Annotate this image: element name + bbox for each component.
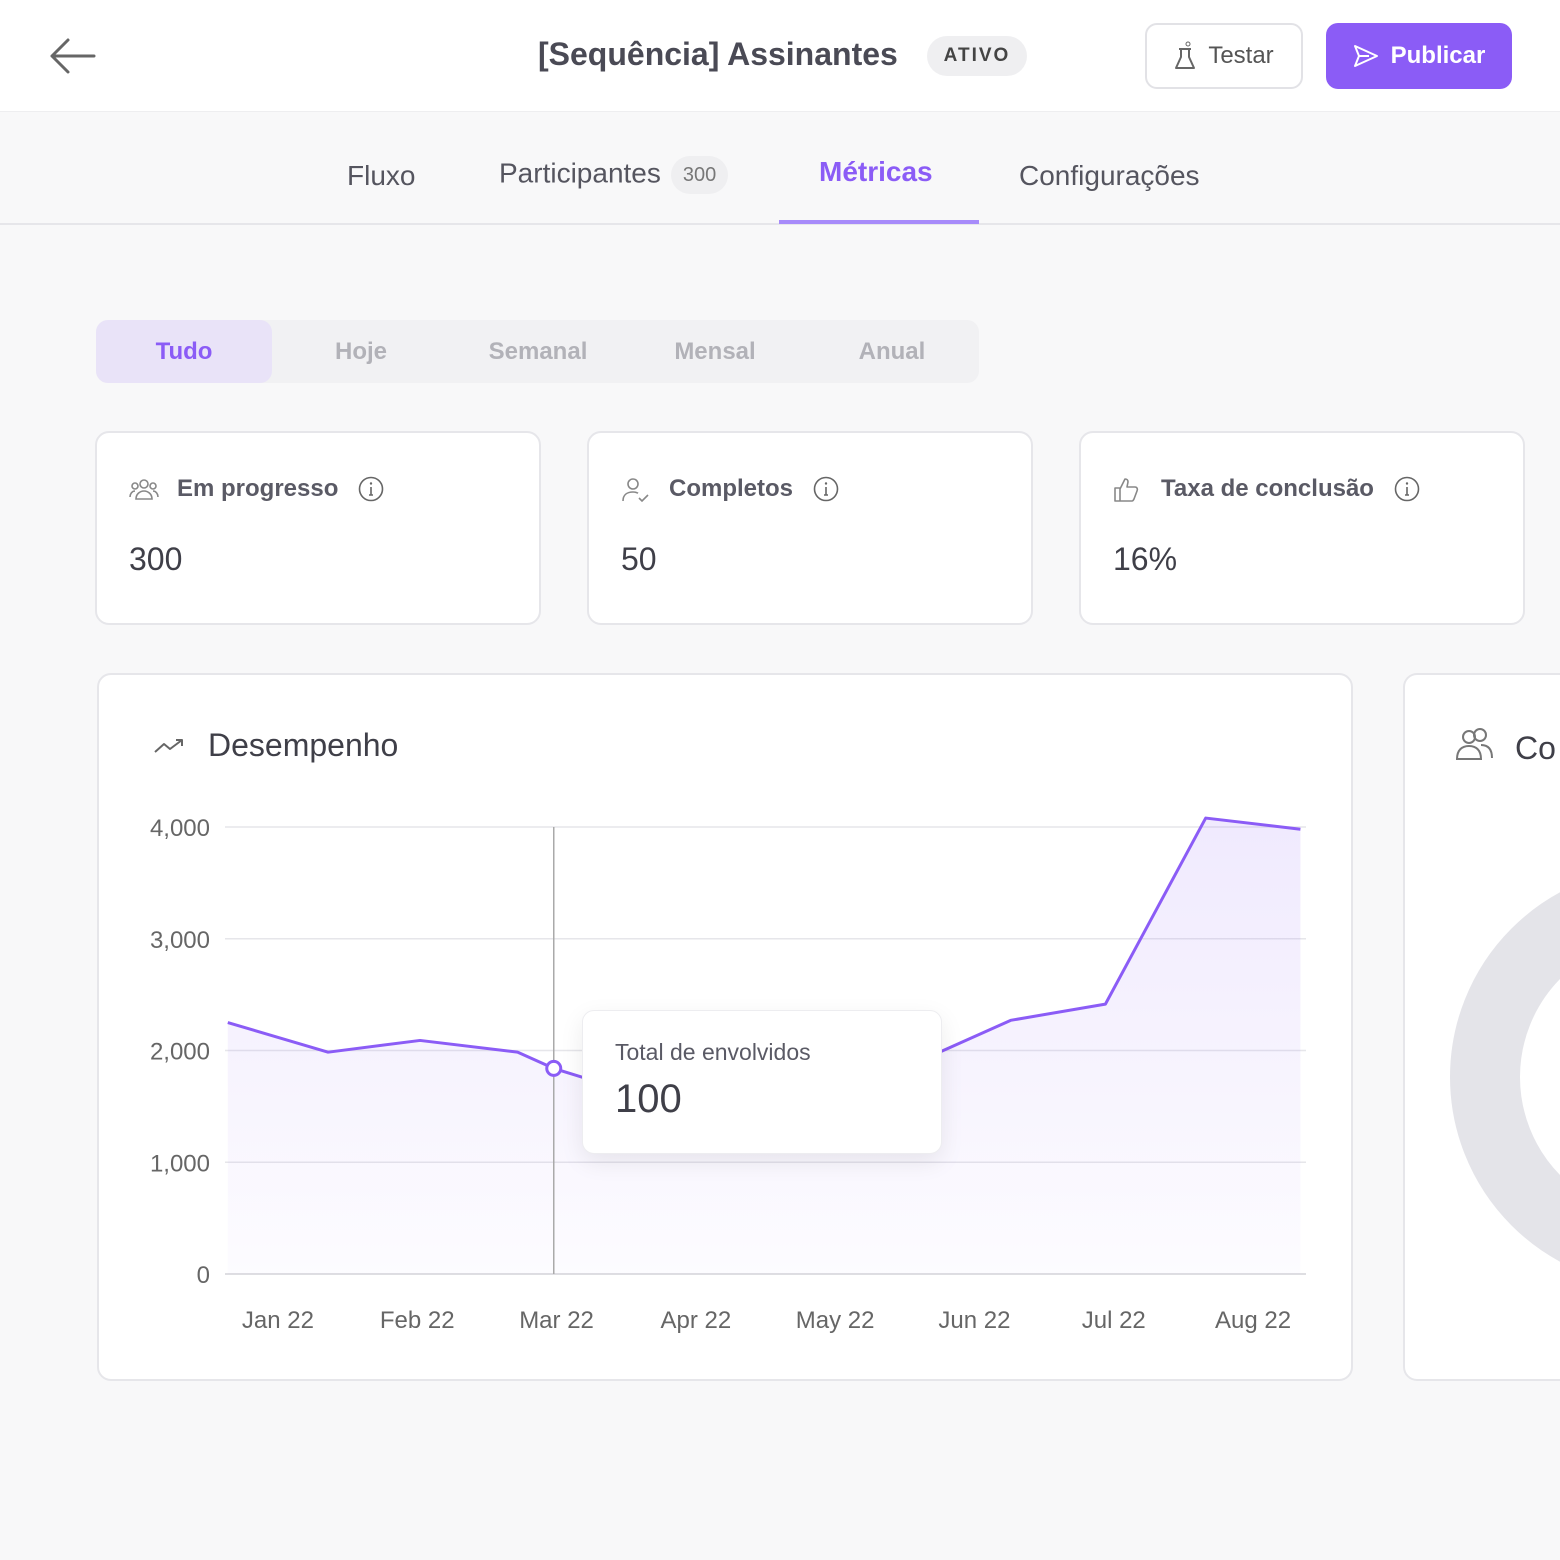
page-title: [Sequência] Assinantes (538, 36, 898, 72)
chart-title: Desempenho (208, 727, 398, 763)
send-icon (1353, 45, 1378, 67)
info-icon[interactable] (813, 476, 839, 502)
status-badge: ATIVO (927, 36, 1027, 76)
user-check-icon (622, 478, 649, 503)
group-icon (1455, 728, 1493, 760)
tab-active[interactable]: Métricas (819, 156, 933, 187)
group-icon (129, 479, 159, 500)
tooltip: Total de envolvidos 100 (582, 1010, 942, 1154)
x-tick-label: Jun 22 (938, 1307, 1010, 1334)
x-tick-label: Mar 22 (519, 1307, 594, 1334)
info-icon[interactable] (1394, 476, 1420, 502)
x-tick-label: Jul 22 (1082, 1307, 1146, 1334)
tab-underline (779, 220, 979, 224)
tab-count: 300 (670, 156, 729, 194)
stat-label-row: Completos (669, 475, 839, 503)
area (227, 818, 1301, 1274)
filter-option[interactable]: Tudo (96, 320, 272, 383)
filter-option[interactable]: Hoje (334, 338, 387, 365)
header: [Sequência] Assinantes ATIVO Testar Publ… (0, 0, 1560, 112)
tooltip-label: Total de envolvidos (615, 1039, 811, 1065)
y-tick-label: 0 (197, 1262, 210, 1289)
test-button[interactable]: Testar (1145, 23, 1303, 89)
test-label: Testar (1208, 42, 1274, 69)
y-tick-label: 4,000 (150, 815, 210, 842)
side-title: Co (1515, 730, 1556, 766)
tab[interactable]: Participantes 300 (499, 156, 729, 194)
tabs: Fluxo Participantes 300 Métricas Configur… (0, 112, 1560, 225)
stat-value: 16% (1113, 541, 1178, 577)
publish-button[interactable]: Publicar (1326, 23, 1512, 89)
info-icon[interactable] (358, 476, 384, 502)
plot: Desempenho 0 1,000 2,000 3,000 4,000 Jan 22 Fe… (150, 727, 1306, 1334)
filter-option[interactable]: Semanal (488, 338, 588, 365)
stat-card: Completos 50 (587, 431, 1033, 625)
trend-icon (154, 739, 183, 753)
stat-value: 300 (129, 541, 183, 577)
y-tick-label: 2,000 (150, 1039, 210, 1066)
back-button[interactable] (48, 36, 96, 76)
donut-ring (1450, 892, 1560, 1262)
stat-card: Em progresso 300 (95, 431, 541, 625)
x-tick-label: Apr 22 (660, 1307, 731, 1334)
tab[interactable]: Configurações (1019, 160, 1200, 191)
flask-icon (1175, 41, 1196, 69)
tab-label: Participantes (499, 157, 661, 189)
publish-label: Publicar (1390, 42, 1486, 69)
tab[interactable]: Fluxo (347, 160, 416, 191)
stat-card: Taxa de conclusão 16% (1079, 431, 1525, 625)
y-tick-label: 1,000 (150, 1150, 210, 1177)
x-tick-label: Jan 22 (242, 1307, 314, 1334)
y-tick-label: 3,000 (150, 927, 210, 954)
chart: Desempenho 0 1,000 2,000 3,000 4,000 Jan 22 Fe… (150, 727, 1306, 1334)
stat-label: Em progresso (177, 475, 339, 502)
filter-option[interactable]: Anual (858, 338, 926, 365)
side-card: Co (1403, 673, 1560, 1381)
hover-point (545, 1059, 563, 1077)
stat-label-row: Taxa de conclusão (1161, 475, 1420, 503)
thumb-icon (1114, 478, 1139, 502)
x-tick-label: Aug 22 (1215, 1307, 1291, 1334)
stat-label: Completos (669, 475, 794, 502)
stat-value: 50 (621, 541, 657, 577)
stat-label-row: Em progresso (177, 475, 384, 503)
period-filter: Tudo Hoje Semanal Mensal Anual (96, 320, 979, 383)
side-chart: Co (1450, 728, 1560, 1262)
x-tick-label: May 22 (796, 1307, 875, 1334)
filter-option[interactable]: Mensal (674, 338, 756, 365)
x-tick-label: Feb 22 (380, 1307, 455, 1334)
chart-card: Desempenho 0 1,000 2,000 3,000 4,000 Jan 22 Fe… (97, 673, 1353, 1381)
stat-label: Taxa de conclusão (1161, 475, 1374, 502)
tooltip-value: 100 (615, 1077, 682, 1121)
